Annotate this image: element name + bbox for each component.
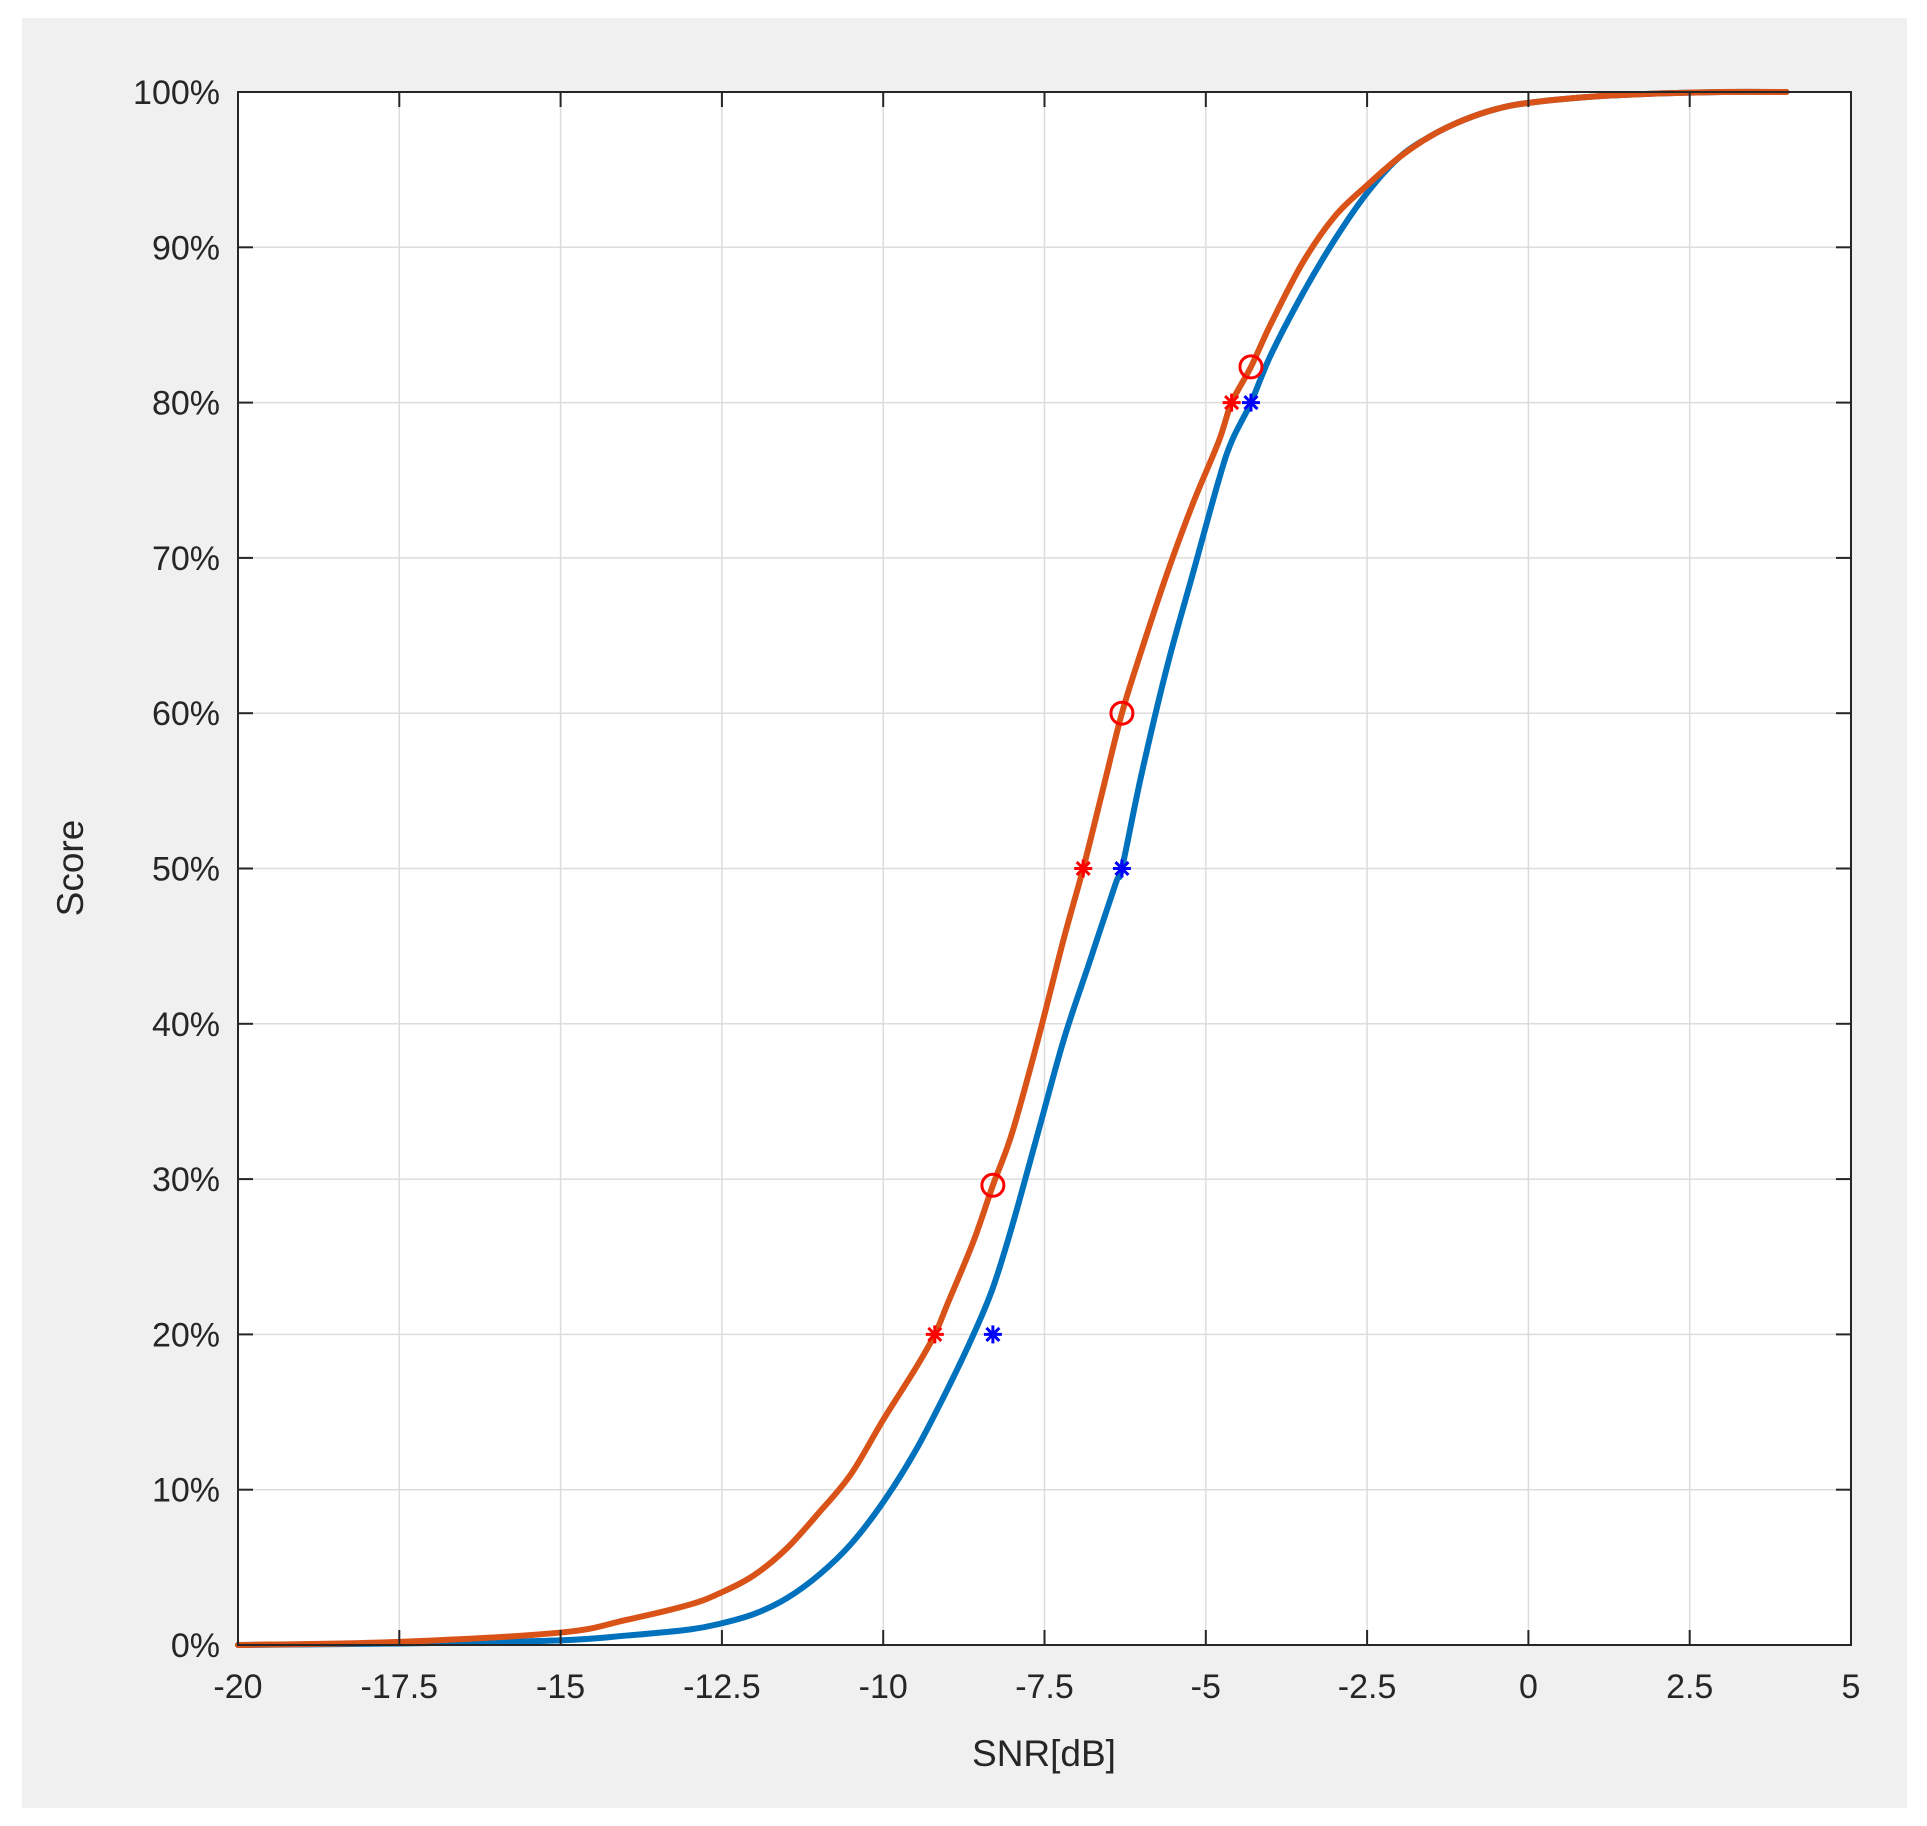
y-tick-label: 10%: [152, 1472, 220, 1510]
asterisk-stroke: [927, 1326, 943, 1342]
y-tick-label: 90%: [152, 229, 220, 267]
marker-layer: [925, 354, 1264, 1344]
circle-marker: [1238, 354, 1264, 380]
asterisk-stroke: [1075, 860, 1091, 877]
asterisk-marker: [1222, 393, 1241, 412]
asterisk-marker: [1241, 393, 1260, 412]
asterisk-marker: [1074, 859, 1093, 878]
tick-marks: [237, 91, 1852, 1646]
asterisk-marker: [925, 1325, 944, 1344]
asterisk-stroke: [985, 1326, 1001, 1342]
asterisk-marker: [983, 1325, 1002, 1344]
x-tick-label: -10: [859, 1668, 908, 1706]
y-tick-label: 30%: [152, 1161, 220, 1199]
x-tick-label: 2.5: [1666, 1668, 1713, 1706]
x-tick-label: -12.5: [683, 1668, 761, 1706]
circle-marker: [1109, 700, 1135, 726]
x-tick-label: 5: [1842, 1668, 1861, 1706]
series-line-2: [235, 88, 1790, 1648]
y-tick-label: 20%: [152, 1316, 220, 1354]
x-tick-label: -15: [536, 1668, 585, 1706]
x-axis-title: SNR[dB]: [972, 1733, 1116, 1774]
x-tick-label: -2.5: [1338, 1668, 1397, 1706]
y-tick-label: 60%: [152, 695, 220, 733]
x-tick-label: -7.5: [1015, 1668, 1074, 1706]
y-axis-title: Score: [50, 820, 91, 917]
y-tick-label: 70%: [152, 540, 220, 578]
y-tick-label: 50%: [152, 851, 220, 889]
grid-lines: [238, 92, 1851, 1645]
asterisk-stroke: [1114, 860, 1130, 877]
series-layer: [235, 88, 1790, 1648]
y-tick-label: 40%: [152, 1006, 220, 1044]
circle-marker: [980, 1172, 1006, 1198]
asterisk-stroke: [1224, 395, 1240, 411]
x-tick-labels: -20 -17.5 -15 -12.5 -10 -7.5 -5 -2.5 0 2.5 5: [213, 1668, 1860, 1706]
x-tick-label: -20: [213, 1668, 262, 1706]
x-tick-label: -17.5: [361, 1668, 439, 1706]
y-tick-label: 0%: [171, 1627, 220, 1665]
y-tick-label: 80%: [152, 385, 220, 423]
y-tick-label: 100%: [133, 74, 220, 112]
asterisk-stroke: [1243, 395, 1259, 411]
y-tick-labels: 0% 10% 20% 30% 40% 50% 60% 70% 80% 90% 100%: [133, 74, 220, 1665]
asterisk-marker: [1112, 859, 1131, 878]
x-tick-label: 0: [1519, 1668, 1538, 1706]
x-tick-label: -5: [1191, 1668, 1221, 1706]
